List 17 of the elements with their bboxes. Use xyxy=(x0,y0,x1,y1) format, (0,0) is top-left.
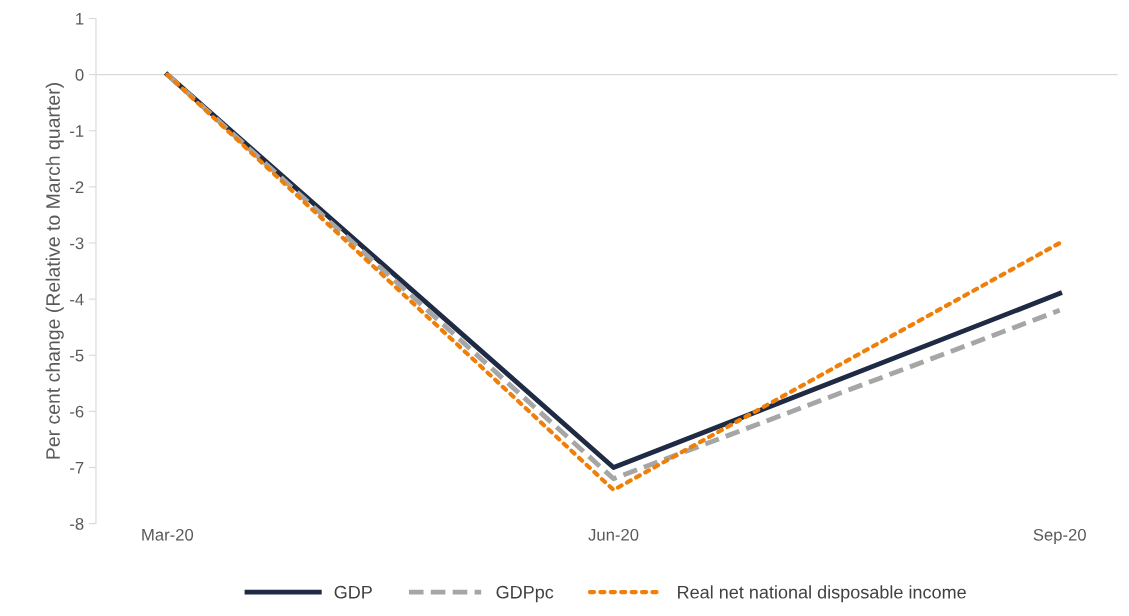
legend-label: Real net national disposable income xyxy=(678,585,966,603)
y-tick-label: -5 xyxy=(70,349,84,362)
y-tick-label: -7 xyxy=(70,462,84,474)
y-axis-title: Per cent change (Relative to March quarter) xyxy=(45,83,64,459)
y-tick-label: 1 xyxy=(76,13,84,25)
x-tick-label: Jun-20 xyxy=(588,528,639,541)
y-tick-label: -1 xyxy=(70,125,84,137)
y-tick-label: -3 xyxy=(70,237,84,250)
y-tick-label: -4 xyxy=(70,293,84,306)
legend-label: GDP xyxy=(334,585,372,599)
y-tick-label: -2 xyxy=(70,181,84,193)
x-tick-label: Mar-20 xyxy=(142,528,194,541)
y-tick-label: -6 xyxy=(70,405,84,418)
y-tick-label: -8 xyxy=(70,518,84,530)
x-tick-label: Sep-20 xyxy=(1033,528,1086,544)
y-tick-label: 0 xyxy=(75,69,84,81)
legend-label: GDPpc xyxy=(496,585,554,603)
